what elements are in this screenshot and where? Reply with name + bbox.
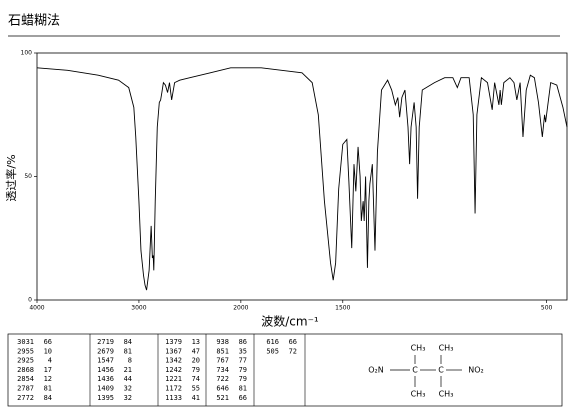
table-cell: 47: [192, 347, 200, 355]
table-cell: 20: [192, 357, 200, 365]
table-cell: 1242: [165, 366, 182, 374]
table-cell: 521: [216, 394, 229, 402]
table-cell: 8: [128, 357, 132, 365]
table-cell: 1342: [165, 357, 182, 365]
table-cell: 1409: [97, 385, 114, 393]
atom-label: CH₃: [439, 390, 454, 399]
table-cell: 41: [192, 394, 200, 402]
table-cell: 77: [239, 357, 247, 365]
table-cell: 2854: [17, 375, 34, 383]
table-cell: 84: [124, 338, 132, 346]
table-cell: 1395: [97, 394, 114, 402]
table-cell: 1221: [165, 375, 182, 383]
table-cell: 2679: [97, 347, 114, 355]
structure-bonds: [390, 355, 462, 387]
table-cell: 79: [239, 366, 247, 374]
table-cell: 66: [44, 338, 52, 346]
x-tick-label: 4000: [29, 305, 44, 312]
x-tick-label: 500: [541, 305, 553, 312]
atom-label: CH₃: [411, 390, 426, 399]
table-cell: 734: [216, 366, 229, 374]
table-cell: 21: [124, 366, 132, 374]
table-cell: 66: [239, 394, 247, 402]
table-cell: 32: [124, 394, 132, 402]
table-cell: 851: [216, 347, 229, 355]
table-cell: 13: [192, 338, 200, 346]
table-cell: 84: [44, 394, 52, 402]
table-cell: 12: [44, 375, 52, 383]
table-cell: 938: [216, 338, 229, 346]
table-cell: 767: [216, 357, 229, 365]
table-frame: [7, 333, 563, 407]
table-cell: 17: [44, 366, 52, 374]
table-cell: 10: [44, 347, 52, 355]
table-cell: 1379: [165, 338, 182, 346]
table-cell: 1547: [97, 357, 114, 365]
table-cell: 55: [192, 385, 200, 393]
table-cell: 1436: [97, 375, 114, 383]
table-cell: 35: [239, 347, 247, 355]
table-cell: 74: [192, 375, 200, 383]
table-cell: 616: [266, 338, 279, 346]
table-cell: 2868: [17, 366, 34, 374]
table-cell: 81: [44, 385, 52, 393]
y-tick-label: 0: [28, 297, 32, 304]
table-cell: 81: [124, 347, 132, 355]
y-tick-label: 100: [21, 50, 33, 57]
atom-label: O₂N: [368, 366, 384, 375]
table-cell: 32: [124, 385, 132, 393]
table-cell: 2787: [17, 385, 34, 393]
table-cell: 66: [289, 338, 297, 346]
x-axis-label: 波数/cm⁻¹: [261, 314, 319, 329]
table-cell: 86: [239, 338, 247, 346]
table-cell: 1456: [97, 366, 114, 374]
table-cell: 1172: [165, 385, 182, 393]
table-cell: 72: [289, 347, 297, 355]
table-cell: 646: [216, 385, 229, 393]
table-cell: 505: [266, 347, 279, 355]
table-cell: 79: [192, 366, 200, 374]
table-cell: 2925: [17, 357, 34, 365]
atom-label: CH₃: [411, 344, 426, 353]
y-axis-label: 透过率/%: [4, 154, 18, 201]
x-tick-label: 2000: [233, 305, 248, 312]
atom-label: C: [438, 366, 444, 375]
table-cell: 79: [239, 375, 247, 383]
chart-title: 石蜡糊法: [8, 13, 60, 29]
atom-label: C: [412, 366, 418, 375]
table-cell: 1133: [165, 394, 182, 402]
spectrum-line: [36, 67, 568, 291]
atom-label: CH₃: [439, 344, 454, 353]
y-tick-label: 50: [24, 173, 32, 180]
table-cell: 2772: [17, 394, 34, 402]
structure: CH₃ CH₃ CH₃ CH₃ O₂N NO₂ C C: [368, 344, 484, 399]
table-cell: 2719: [97, 338, 114, 346]
table-cell: 1367: [165, 347, 182, 355]
table-cell: 3031: [17, 338, 34, 346]
table-dividers: [89, 334, 306, 406]
plot-frame: [36, 52, 568, 301]
table-cell: 44: [124, 375, 132, 383]
table-cell: 2955: [17, 347, 34, 355]
table-cell: 4: [48, 357, 52, 365]
atom-label: NO₂: [468, 366, 484, 375]
table-cell: 722: [216, 375, 229, 383]
x-tick-label: 1500: [335, 305, 350, 312]
table-cell: 81: [239, 385, 247, 393]
x-tick-label: 3000: [131, 305, 146, 312]
